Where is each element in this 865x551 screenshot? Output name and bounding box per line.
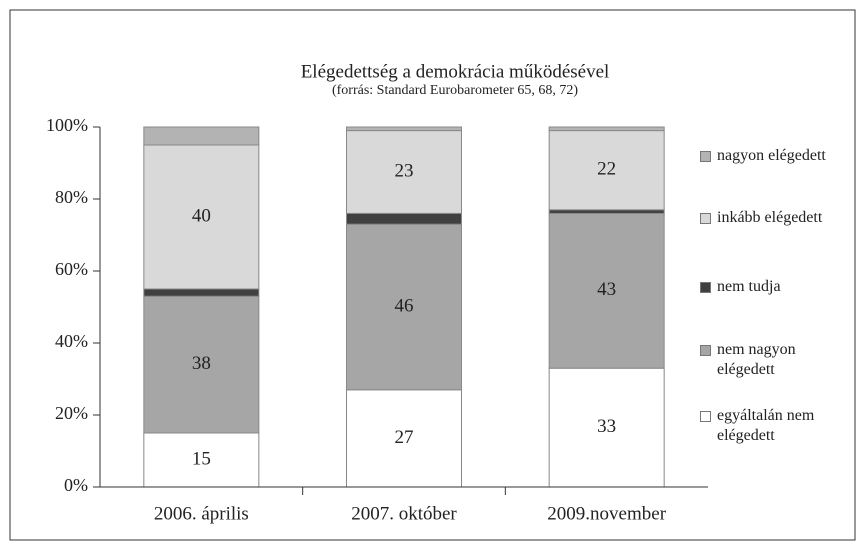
legend-swatch — [700, 213, 711, 224]
y-tick-label: 20% — [55, 403, 88, 423]
frame-border — [9, 9, 856, 541]
x-tick-label: 2007. október — [351, 503, 457, 524]
bar-segment — [548, 130, 665, 211]
legend-swatch — [700, 411, 711, 422]
bar-segment — [143, 288, 260, 297]
data-label: 40 — [192, 205, 211, 226]
bar-segment — [143, 144, 260, 290]
data-label: 15 — [192, 448, 211, 469]
y-tick-label: 40% — [55, 331, 88, 351]
bar-segment — [143, 126, 260, 146]
legend-swatch — [700, 282, 711, 293]
legend-swatch — [700, 345, 711, 356]
bar-segment — [548, 126, 665, 132]
legend-entry: egyáltalán nem elégedett — [700, 406, 845, 446]
data-label: 22 — [597, 159, 616, 180]
y-tick-label: 0% — [64, 475, 88, 495]
data-label: 46 — [395, 295, 414, 316]
data-label: 27 — [395, 427, 414, 448]
legend-entry: nagyon elégedett — [700, 146, 845, 166]
bar-segment — [548, 367, 665, 488]
legend-entry: inkább elégedett — [700, 208, 845, 228]
bar-segment — [346, 130, 462, 214]
y-tick-label: 80% — [55, 187, 88, 207]
legend-label: nagyon elégedett — [717, 147, 826, 164]
legend-label: nem tudja — [717, 278, 781, 295]
x-tick-label: 2006. április — [154, 503, 249, 524]
legend-entry: nem tudja — [700, 277, 845, 297]
y-tick-label: 100% — [46, 115, 88, 135]
bar-segment — [548, 209, 665, 214]
data-label: 38 — [192, 353, 211, 374]
legend-entry: nem nagyon elégedett — [700, 340, 845, 380]
bar-segment — [143, 295, 260, 434]
legend-label: inkább elégedett — [717, 209, 823, 226]
legend-label: nem nagyon elégedett — [717, 341, 796, 378]
bar-segment — [346, 223, 462, 391]
x-tick-label: 2009.november — [547, 503, 666, 524]
data-label: 33 — [597, 416, 616, 437]
bar-segment — [346, 212, 462, 225]
chart-subtitle: (forrás: Standard Eurobarometer 65, 68, … — [332, 83, 578, 98]
bar-segment — [346, 126, 462, 132]
chart-title: Elégedettség a demokrácia működésével — [301, 61, 610, 82]
data-label: 43 — [597, 279, 616, 300]
data-label: 23 — [395, 160, 414, 181]
legend-swatch — [700, 151, 711, 162]
legend-label: egyáltalán nem elégedett — [717, 407, 815, 444]
bar-segment — [548, 212, 665, 369]
y-tick-label: 60% — [55, 259, 88, 279]
